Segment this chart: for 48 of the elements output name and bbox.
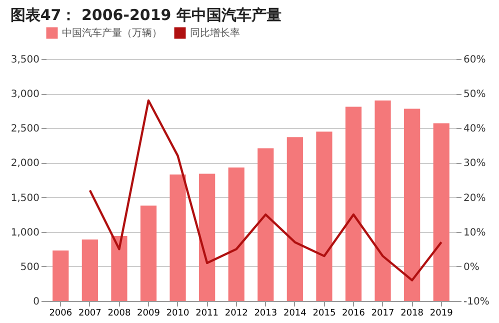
bar xyxy=(52,250,69,301)
x-tick-label: 2014 xyxy=(283,308,307,318)
x-tick-label: 2009 xyxy=(137,308,160,318)
legend-label: 同比增长率 xyxy=(190,27,240,39)
bar xyxy=(258,148,274,301)
bar xyxy=(286,137,303,301)
x-tick-label: 2012 xyxy=(224,308,248,318)
bar xyxy=(199,174,216,301)
y2-tick-label: -10% xyxy=(464,296,490,308)
x-tick-label: 2013 xyxy=(254,308,278,318)
y2-tick-label: 60% xyxy=(464,54,486,66)
bar xyxy=(433,123,450,301)
bar xyxy=(228,168,244,301)
y2-tick-label: 50% xyxy=(464,89,486,100)
x-tick-label: 2019 xyxy=(430,308,454,318)
x-tick-label: 2008 xyxy=(108,308,131,318)
x-tick-label: 2015 xyxy=(312,308,336,318)
bar xyxy=(140,206,157,301)
y-tick-label: 500 xyxy=(20,262,40,273)
y-tick-label: 2,500 xyxy=(10,124,40,135)
y-tick-label: 0 xyxy=(33,296,40,308)
line-series xyxy=(88,99,442,282)
x-tick-label: 2010 xyxy=(166,308,190,318)
y-tick-label: 1,500 xyxy=(10,192,40,204)
bar xyxy=(374,100,391,301)
y-tick-label: 3,500 xyxy=(10,54,40,66)
bar xyxy=(111,236,128,301)
x-tick-label: 2011 xyxy=(196,308,219,318)
legend-label: 中国汽车产量（万辆） xyxy=(62,27,162,39)
y2-tick-label: 20% xyxy=(464,192,486,204)
bar xyxy=(345,106,362,301)
chart-title: 图表47： 2006-2019 年中国汽车产量 xyxy=(10,6,282,24)
x-tick-label: 2017 xyxy=(371,308,394,318)
y2-tick-label: 0% xyxy=(464,262,480,273)
y-tick-label: 3,000 xyxy=(10,89,40,100)
y2-tick-label: 30% xyxy=(464,158,486,170)
bar xyxy=(404,108,420,301)
x-tick-label: 2006 xyxy=(49,308,72,318)
bar xyxy=(170,174,186,301)
x-tick-label: 2016 xyxy=(342,308,366,318)
bar xyxy=(316,132,332,301)
bar xyxy=(82,239,98,301)
y-tick-label: 2,000 xyxy=(10,158,40,170)
y-tick-label: 1,000 xyxy=(10,227,40,238)
x-tick-label: 2007 xyxy=(78,308,102,318)
y2-tick-label: 40% xyxy=(464,124,486,135)
x-tick-label: 2018 xyxy=(400,308,424,318)
y2-tick-label: 10% xyxy=(464,227,486,238)
